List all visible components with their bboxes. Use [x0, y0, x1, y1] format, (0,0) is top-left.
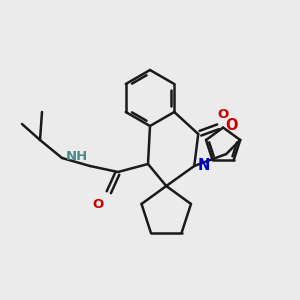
Text: NH: NH: [66, 150, 88, 163]
Text: O: O: [93, 198, 104, 211]
Text: O: O: [225, 118, 238, 134]
Text: N: N: [197, 158, 210, 173]
Text: O: O: [218, 108, 229, 121]
